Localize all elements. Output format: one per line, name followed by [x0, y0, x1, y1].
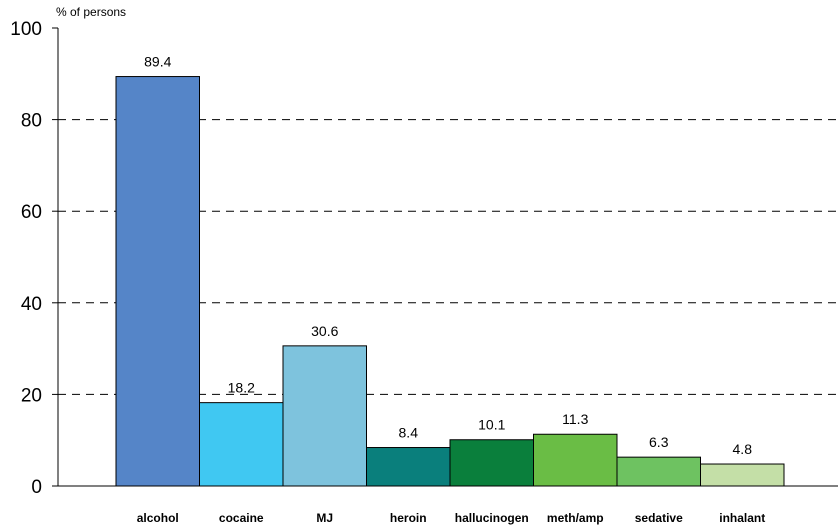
bar-alcohol	[115, 76, 200, 487]
x-axis-ticks: alcohol cocaine MJ heroin hallucinogen meth/a…	[137, 511, 766, 525]
data-label: 10.1	[478, 417, 505, 433]
data-labels: 89.4 18.2 30.6 8.4 10.1 11.3 6.3 4.8	[144, 54, 752, 457]
data-label: 18.2	[228, 380, 255, 396]
bar-mj	[282, 345, 367, 487]
x-tick-label: inhalant	[719, 511, 765, 525]
x-tick-label: sedative	[635, 511, 683, 525]
data-label: 30.6	[311, 323, 338, 339]
y-tick-label: 40	[21, 294, 42, 315]
y-tick-label: 60	[21, 202, 42, 223]
x-tick-label: hallucinogen	[455, 511, 529, 525]
y-tick-label: 0	[31, 477, 42, 498]
x-tick-label: alcohol	[137, 511, 179, 525]
y-tick-label: 100	[10, 19, 42, 40]
x-tick-label: meth/amp	[547, 511, 604, 525]
bar-meth-amp	[533, 433, 618, 487]
data-label: 89.4	[144, 54, 171, 70]
y-axis-ticks: 0 20 40 60 80 100	[10, 19, 58, 498]
bars	[115, 76, 785, 487]
bar-inhalant	[700, 463, 785, 487]
y-tick-label: 20	[21, 385, 42, 406]
data-label: 11.3	[562, 411, 588, 427]
data-label: 4.8	[733, 441, 753, 457]
data-label: 6.3	[649, 434, 669, 450]
x-tick-label: cocaine	[219, 511, 264, 525]
data-label: 8.4	[399, 425, 419, 441]
bar-cocaine	[199, 402, 284, 487]
y-axis-label: % of persons	[56, 5, 126, 19]
bar-heroin	[366, 447, 451, 487]
y-tick-label: 80	[21, 111, 42, 132]
x-tick-label: heroin	[390, 511, 427, 525]
bar-hallucinogen	[449, 439, 534, 487]
bar-sedative	[616, 456, 701, 487]
x-tick-label: MJ	[316, 511, 333, 525]
